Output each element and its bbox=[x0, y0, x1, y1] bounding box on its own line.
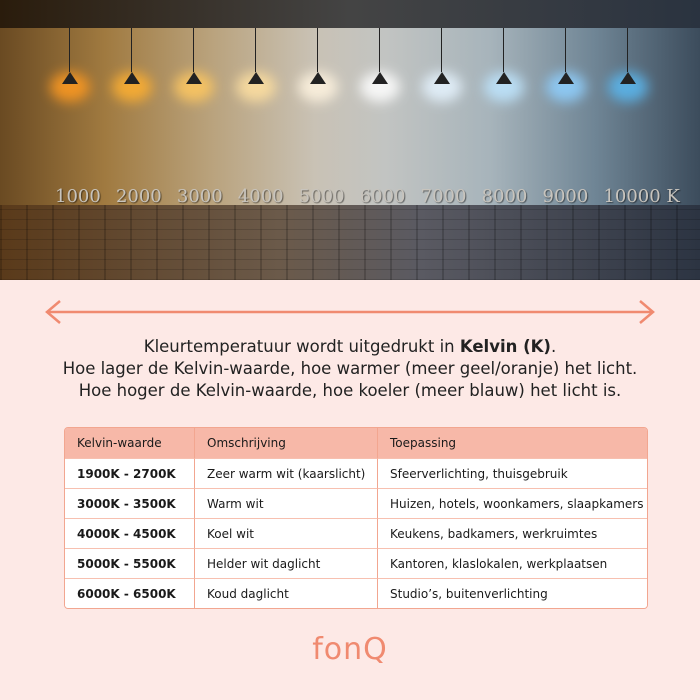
table-row: 4000K - 4500K Koel wit Keukens, badkamers,… bbox=[65, 518, 647, 548]
pendant-lamp bbox=[484, 28, 524, 102]
application-cell: Keukens, badkamers, werkruimtes bbox=[378, 518, 647, 548]
scale-label: 9000 bbox=[542, 186, 589, 207]
description-cell: Koud daglicht bbox=[195, 578, 378, 608]
pendant-lamp bbox=[50, 28, 90, 102]
scale-label: 10000 K bbox=[603, 186, 680, 207]
intro-text: Kleurtemperatuur wordt uitgedrukt in Kel… bbox=[0, 336, 700, 402]
kelvin-cell: 5000K - 5500K bbox=[65, 548, 195, 578]
header-omschrijving: Omschrijving bbox=[195, 428, 378, 458]
pendant-lamp bbox=[236, 28, 276, 102]
color-temperature-photo: 1000 2000 3000 4000 5000 6000 7000 8000 9000 1000… bbox=[0, 0, 700, 280]
pendant-lamp bbox=[298, 28, 338, 102]
ceiling bbox=[0, 0, 700, 28]
kelvin-cell: 1900K - 2700K bbox=[65, 458, 195, 488]
pendant-lamp bbox=[360, 28, 400, 102]
scale-label: 8000 bbox=[481, 186, 528, 207]
intro-line-1: Kleurtemperatuur wordt uitgedrukt in Kel… bbox=[143, 337, 557, 356]
kelvin-scale: 1000 2000 3000 4000 5000 6000 7000 8000 9000 1000… bbox=[55, 186, 680, 207]
table-row: 6000K - 6500K Koud daglicht Studio’s, buit… bbox=[65, 578, 647, 608]
pendant-lamp bbox=[608, 28, 648, 102]
table-row: 5000K - 5500K Helder wit daglicht Kantoren… bbox=[65, 548, 647, 578]
scale-label: 2000 bbox=[115, 186, 162, 207]
application-cell: Kantoren, klaslokalen, werkplaatsen bbox=[378, 548, 647, 578]
application-cell: Sfeerverlichting, thuisgebruik bbox=[378, 458, 647, 488]
header-toepassing: Toepassing bbox=[378, 428, 647, 458]
scale-label: 4000 bbox=[237, 186, 284, 207]
kelvin-table: Kelvin-waarde Omschrijving Toepassing 19… bbox=[64, 427, 648, 609]
kelvin-cell: 6000K - 6500K bbox=[65, 578, 195, 608]
fonq-logo: fonQ bbox=[312, 632, 388, 667]
description-cell: Koel wit bbox=[195, 518, 378, 548]
scale-label: 1000 bbox=[55, 186, 101, 207]
pendant-lamp bbox=[422, 28, 462, 102]
application-cell: Huizen, hotels, woonkamers, slaapkamers bbox=[378, 488, 647, 518]
kelvin-cell: 4000K - 4500K bbox=[65, 518, 195, 548]
application-cell: Studio’s, buitenverlichting bbox=[378, 578, 647, 608]
table-header-row: Kelvin-waarde Omschrijving Toepassing bbox=[65, 428, 647, 458]
intro-line-3: Hoe hoger de Kelvin-waarde, hoe koeler (… bbox=[78, 381, 622, 400]
pendant-lamp bbox=[546, 28, 586, 102]
kelvin-bold: Kelvin (K) bbox=[459, 337, 551, 356]
description-cell: Warm wit bbox=[195, 488, 378, 518]
scale-label: 3000 bbox=[176, 186, 223, 207]
description-cell: Zeer warm wit (kaarslicht) bbox=[195, 458, 378, 488]
double-arrow-icon bbox=[45, 300, 655, 324]
header-kelvin: Kelvin-waarde bbox=[65, 428, 195, 458]
floor bbox=[0, 205, 700, 280]
table-row: 3000K - 3500K Warm wit Huizen, hotels, woo… bbox=[65, 488, 647, 518]
kelvin-cell: 3000K - 3500K bbox=[65, 488, 195, 518]
scale-label: 7000 bbox=[420, 186, 467, 207]
scale-label: 6000 bbox=[359, 186, 406, 207]
pendant-lamp bbox=[174, 28, 214, 102]
scale-label: 5000 bbox=[298, 186, 345, 207]
intro-line-2: Hoe lager de Kelvin-waarde, hoe warmer (… bbox=[62, 359, 638, 378]
description-cell: Helder wit daglicht bbox=[195, 548, 378, 578]
pendant-lamp bbox=[112, 28, 152, 102]
table-row: 1900K - 2700K Zeer warm wit (kaarslicht) S… bbox=[65, 458, 647, 488]
